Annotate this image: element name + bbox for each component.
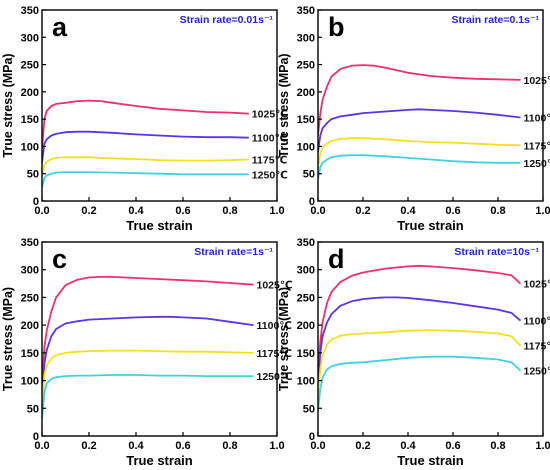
series-line-1250C <box>318 155 521 179</box>
series-label: 1025℃ <box>524 279 550 291</box>
y-tick-label: 350 <box>21 237 39 249</box>
x-tick-label: 1.0 <box>535 440 550 452</box>
x-tick-label: 1.0 <box>269 205 284 217</box>
y-tick-label: 200 <box>21 87 39 99</box>
x-tick-label: 0.2 <box>81 440 96 452</box>
x-tick-label: 0.8 <box>490 440 505 452</box>
y-tick-label: 250 <box>21 60 39 72</box>
x-axis-label: True strain <box>126 218 193 233</box>
chart-panel-d: 1025℃1100℃1175℃1250℃05010015020025030035… <box>277 237 550 465</box>
chart-panel-b: 1025℃1100℃1175℃1250℃05010015020025030035… <box>277 5 550 233</box>
x-tick-label: 0.6 <box>445 205 460 217</box>
chart-panel-c: 1025℃1100℃1175℃1250℃05010015020025030035… <box>1 237 293 465</box>
x-tick-label: 0.4 <box>400 205 416 217</box>
x-tick-label: 0.8 <box>222 205 237 217</box>
y-tick-label: 50 <box>303 403 315 415</box>
series-line-1025C <box>318 65 521 135</box>
x-tick-label: 1.0 <box>535 205 550 217</box>
y-tick-label: 150 <box>297 348 315 360</box>
series-line-1250C <box>318 357 521 411</box>
series-line-1175C <box>42 351 254 406</box>
y-tick-label: 200 <box>297 87 315 99</box>
y-tick-label: 150 <box>297 114 315 126</box>
x-tick-label: 0.4 <box>128 440 144 452</box>
x-axis-label: True strain <box>397 453 464 465</box>
plot-frame <box>42 242 277 436</box>
plot-frame <box>318 10 543 201</box>
y-tick-label: 250 <box>21 292 39 304</box>
series-label: 1025℃ <box>524 75 550 87</box>
x-tick-label: 0.4 <box>400 440 416 452</box>
y-tick-label: 350 <box>297 5 315 17</box>
series-label: 1100℃ <box>524 113 550 125</box>
y-tick-label: 300 <box>21 32 39 44</box>
y-tick-label: 50 <box>303 169 315 181</box>
y-tick-label: 200 <box>297 320 315 332</box>
x-tick-label: 0.4 <box>128 205 144 217</box>
series-label: 1100℃ <box>524 316 550 328</box>
strain-rate-annotation: Strain rate=10s⁻¹ <box>454 246 539 258</box>
y-tick-label: 100 <box>21 141 39 153</box>
y-tick-label: 100 <box>21 376 39 388</box>
panel-letter: c <box>52 244 67 274</box>
x-tick-label: 0.2 <box>355 440 370 452</box>
panel-letter: d <box>328 244 345 274</box>
y-axis-label: True stress (MPa) <box>1 53 15 157</box>
x-tick-label: 0.6 <box>175 440 190 452</box>
series-line-1100C <box>318 297 521 386</box>
y-tick-label: 300 <box>297 265 315 277</box>
plot-frame <box>318 242 543 436</box>
x-tick-label: 0.0 <box>310 440 325 452</box>
series-label: 1175℃ <box>524 341 550 353</box>
x-tick-label: 0.0 <box>34 205 49 217</box>
y-tick-label: 50 <box>27 403 39 415</box>
y-axis-label: True stress (MPa) <box>277 287 291 391</box>
series-label: 1175℃ <box>524 140 550 152</box>
x-tick-label: 0.8 <box>490 205 505 217</box>
series-line-1250C <box>42 375 254 419</box>
x-tick-label: 0.2 <box>355 205 370 217</box>
y-tick-label: 100 <box>297 376 315 388</box>
y-tick-label: 150 <box>21 348 39 360</box>
panel-letter: b <box>328 12 345 42</box>
y-tick-label: 300 <box>297 32 315 44</box>
y-axis-label: True stress (MPa) <box>277 53 291 157</box>
y-tick-label: 200 <box>21 320 39 332</box>
strain-rate-annotation: Strain rate=1s⁻¹ <box>194 246 273 258</box>
strain-rate-annotation: Strain rate=0.01s⁻¹ <box>180 14 274 26</box>
series-line-1025C <box>42 101 249 150</box>
x-tick-label: 0.0 <box>310 205 325 217</box>
x-axis-label: True strain <box>397 218 464 233</box>
x-tick-label: 1.0 <box>269 440 284 452</box>
y-tick-label: 350 <box>21 5 39 17</box>
strain-rate-annotation: Strain rate=0.1s⁻¹ <box>451 14 539 26</box>
x-tick-label: 0.6 <box>445 440 460 452</box>
x-tick-label: 0.8 <box>222 440 237 452</box>
y-tick-label: 350 <box>297 237 315 249</box>
y-tick-label: 50 <box>27 169 39 181</box>
y-tick-label: 250 <box>297 60 315 72</box>
series-label: 1250℃ <box>252 169 288 181</box>
y-axis-label: True stress (MPa) <box>1 287 15 391</box>
y-tick-label: 300 <box>21 265 39 277</box>
y-tick-label: 100 <box>297 141 315 153</box>
x-tick-label: 0.6 <box>175 205 190 217</box>
series-line-1175C <box>318 138 521 168</box>
x-axis-label: True strain <box>126 453 193 465</box>
series-line-1100C <box>42 317 254 397</box>
series-label: 1250℃ <box>524 158 550 170</box>
series-line-1250C <box>42 172 249 187</box>
series-label: 1250℃ <box>524 366 550 378</box>
panel-letter: a <box>52 12 68 42</box>
series-line-1025C <box>42 277 254 381</box>
chart-panel-a: 1025℃1100℃1175℃1250℃05010015020025030035… <box>1 5 288 233</box>
y-tick-label: 150 <box>21 114 39 126</box>
series-line-1100C <box>318 109 521 152</box>
x-tick-label: 0.2 <box>81 205 96 217</box>
x-tick-label: 0.0 <box>34 440 49 452</box>
y-tick-label: 250 <box>297 292 315 304</box>
